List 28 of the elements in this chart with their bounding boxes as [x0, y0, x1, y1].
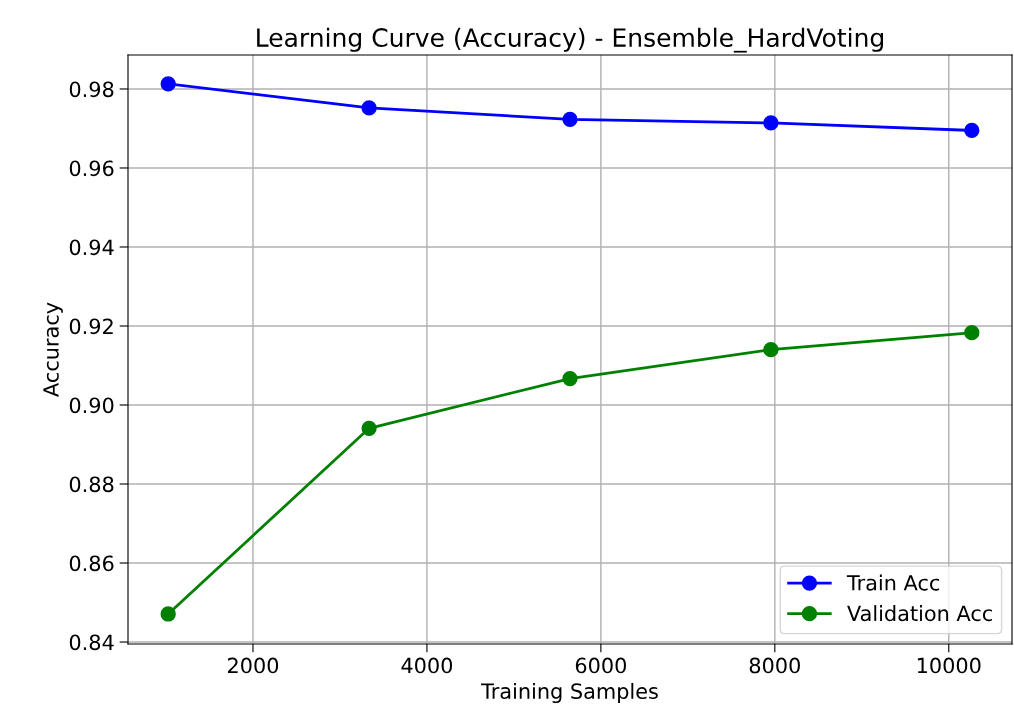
- y-tick-label: 0.90: [69, 397, 114, 414]
- y-tick-label: 0.98: [69, 81, 114, 98]
- point: [160, 606, 176, 622]
- point: [361, 100, 377, 116]
- point: [160, 76, 176, 92]
- legend-label: Train Acc: [846, 574, 940, 591]
- y-tick-label: 0.84: [69, 634, 114, 651]
- x-tick-label: 2000: [228, 657, 279, 674]
- y-tick-label: 0.92: [69, 318, 113, 335]
- y-tick-label: 0.96: [69, 160, 114, 177]
- y-tick-label: 0.88: [69, 476, 114, 493]
- point: [763, 342, 779, 358]
- x-tick-label: 8000: [749, 657, 800, 674]
- point: [964, 325, 980, 341]
- point: [964, 122, 980, 139]
- x-tick-label: 6000: [575, 657, 626, 674]
- x-tick-label: 4000: [401, 657, 453, 674]
- x-tick-label: 10000: [917, 657, 981, 674]
- chart-title: Learning Curve (Accuracy) - Ensemble_HardVoting: [257, 27, 884, 53]
- y-axis-title: Accuracy: [43, 302, 63, 397]
- x-axis-title: Training Samples: [481, 682, 658, 704]
- y-tick-label: 0.94: [69, 239, 114, 256]
- legend-label: Validation Acc: [847, 605, 992, 622]
- point: [562, 111, 578, 128]
- y-tick-label: 0.86: [69, 555, 114, 572]
- point: [562, 370, 578, 387]
- point: [763, 115, 779, 131]
- point: [361, 420, 377, 436]
